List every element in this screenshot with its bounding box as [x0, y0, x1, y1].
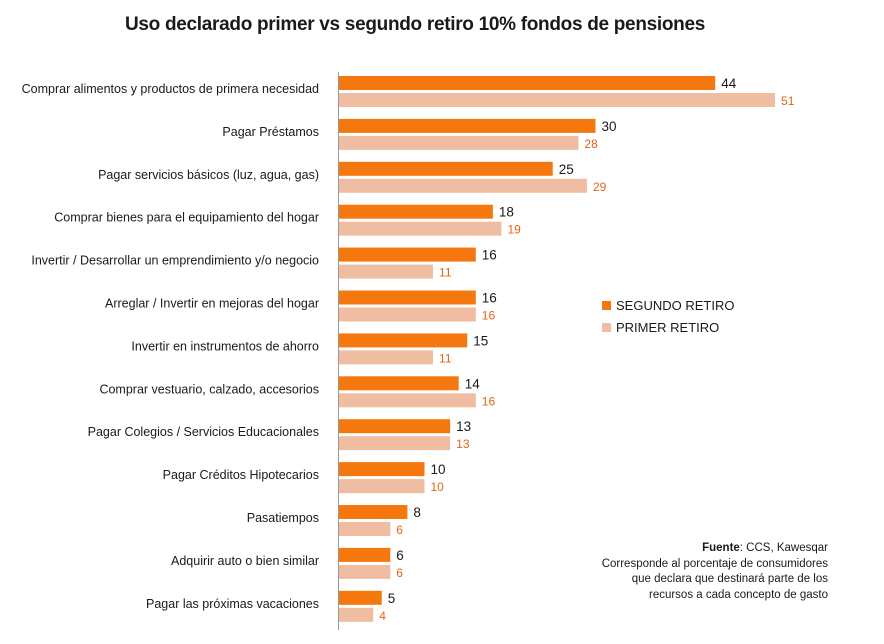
- bar-primer-retiro: [339, 479, 425, 494]
- legend-label-primer: PRIMER RETIRO: [616, 319, 720, 335]
- source-text: : CCS, Kawesqar: [739, 542, 828, 554]
- value-label-primer: 13: [456, 437, 470, 451]
- bar-segundo-retiro: [339, 505, 408, 519]
- legend-label-segundo: SEGUNDO RETIRO: [616, 297, 735, 313]
- category-label: Pagar Préstamos: [222, 125, 319, 139]
- value-label-segundo: 8: [413, 505, 421, 520]
- bar-primer-retiro: [339, 393, 476, 408]
- value-label-segundo: 30: [602, 119, 617, 134]
- value-label-primer: 16: [482, 394, 496, 408]
- legend-item-primer: PRIMER RETIRO: [602, 316, 734, 338]
- value-label-segundo: 15: [473, 333, 488, 348]
- bar-segundo-retiro: [339, 204, 493, 219]
- category-label: Adquirir auto o bien similar: [171, 554, 319, 568]
- value-label-primer: 16: [482, 309, 496, 323]
- value-label-primer: 6: [396, 566, 403, 580]
- bar-segundo-retiro: [339, 290, 476, 305]
- value-label-primer: 6: [396, 523, 403, 537]
- value-label-segundo: 16: [482, 291, 497, 306]
- bar-primer-retiro: [339, 436, 451, 451]
- value-label-primer: 19: [507, 223, 521, 237]
- category-label: Comprar bienes para el equipamiento del …: [54, 211, 319, 225]
- legend-swatch-primer: [602, 322, 611, 332]
- value-label-primer: 29: [593, 180, 607, 194]
- chart-title: Uso declarado primer vs segundo retiro 1…: [124, 14, 706, 35]
- bar-primer-retiro: [339, 607, 374, 622]
- value-label-segundo: 13: [456, 419, 471, 434]
- category-label: Pagar Colegios / Servicios Educacionales: [88, 425, 319, 439]
- bar-primer-retiro: [339, 522, 391, 536]
- legend-swatch-segundo: [602, 300, 611, 310]
- bar-primer-retiro: [339, 350, 434, 365]
- value-label-segundo: 5: [388, 591, 396, 606]
- category-label: Comprar alimentos y productos de primera…: [22, 82, 319, 96]
- value-label-primer: 11: [439, 266, 452, 280]
- value-label-segundo: 14: [465, 376, 481, 391]
- category-label: Pagar las próximas vacaciones: [146, 597, 319, 611]
- category-label: Pagar servicios básicos (luz, agua, gas): [98, 168, 319, 182]
- bar-primer-retiro: [339, 93, 776, 107]
- value-label-segundo: 6: [396, 548, 404, 563]
- legend: SEGUNDO RETIRO PRIMER RETIRO: [602, 294, 734, 338]
- bar-segundo-retiro: [339, 118, 596, 133]
- bars-group: Comprar alimentos y productos de primera…: [22, 76, 795, 623]
- source-label: Fuente: [702, 542, 740, 554]
- bar-segundo-retiro: [339, 376, 459, 391]
- category-label: Pagar Créditos Hipotecarios: [163, 468, 319, 482]
- bar-primer-retiro: [339, 221, 502, 236]
- bar-segundo-retiro: [339, 462, 425, 477]
- value-label-segundo: 10: [431, 462, 446, 477]
- bar-primer-retiro: [339, 178, 587, 193]
- category-label: Pasatiempos: [247, 511, 319, 525]
- bar-primer-retiro: [339, 135, 579, 150]
- value-label-primer: 28: [584, 137, 598, 151]
- value-label-primer: 10: [431, 480, 445, 494]
- source-line: Fuente: CCS, Kawesqar: [590, 541, 828, 557]
- bar-segundo-retiro: [339, 547, 391, 562]
- category-label: Comprar vestuario, calzado, accesorios: [99, 382, 319, 396]
- legend-item-segundo: SEGUNDO RETIRO: [602, 294, 734, 316]
- bar-segundo-retiro: [339, 590, 382, 605]
- description-line-3: recursos a cada concepto de gasto: [648, 588, 828, 601]
- value-label-segundo: 16: [482, 248, 497, 263]
- value-label-segundo: 44: [721, 76, 737, 91]
- value-label-segundo: 25: [559, 162, 574, 177]
- value-label-primer: 51: [781, 94, 795, 108]
- description-line-2: que declara que destinará parte de los: [631, 573, 828, 585]
- value-label-segundo: 18: [499, 205, 514, 220]
- category-label: Invertir en instrumentos de ahorro: [131, 339, 319, 353]
- value-label-primer: 4: [379, 609, 386, 623]
- bar-segundo-retiro: [339, 419, 451, 434]
- description-line-1: Corresponde al porcentaje de consumidore…: [601, 557, 828, 570]
- category-label: Invertir / Desarrollar un emprendimiento…: [31, 254, 319, 268]
- value-label-primer: 11: [439, 351, 452, 365]
- bar-primer-retiro: [339, 564, 391, 579]
- bar-primer-retiro: [339, 307, 476, 322]
- source-notes: Fuente: CCS, Kawesqar Corresponde al por…: [590, 541, 828, 603]
- category-label: Arreglar / Invertir en mejoras del hogar: [105, 297, 319, 311]
- bar-segundo-retiro: [339, 247, 476, 262]
- bar-primer-retiro: [339, 264, 434, 279]
- bar-segundo-retiro: [339, 161, 553, 176]
- bar-segundo-retiro: [339, 333, 468, 348]
- bar-segundo-retiro: [339, 76, 716, 90]
